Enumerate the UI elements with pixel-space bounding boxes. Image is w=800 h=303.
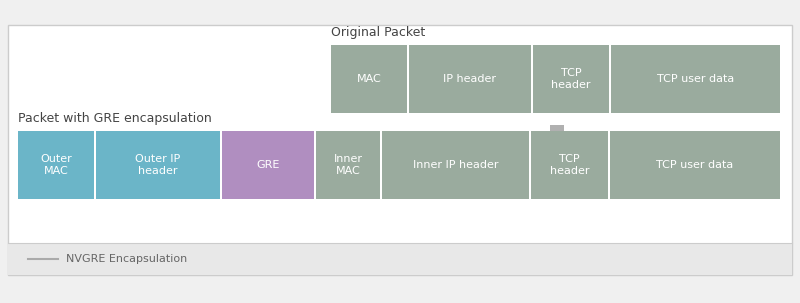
Bar [18, 131, 94, 199]
Bar [531, 131, 608, 199]
Text: TCP
header: TCP header [551, 68, 591, 90]
Bar [382, 131, 530, 199]
Text: IP header: IP header [443, 74, 497, 84]
FancyBboxPatch shape [8, 25, 792, 275]
Text: TCP user data: TCP user data [657, 74, 734, 84]
Bar [409, 45, 531, 113]
Text: Packet with GRE encapsulation: Packet with GRE encapsulation [18, 112, 212, 125]
Text: TCP
header: TCP header [550, 154, 589, 176]
Bar [8, 243, 792, 275]
Text: Outer IP
header: Outer IP header [135, 154, 181, 176]
Text: Inner
MAC: Inner MAC [334, 154, 362, 176]
Bar [331, 45, 406, 113]
Polygon shape [538, 158, 574, 180]
Bar [222, 131, 314, 199]
Bar [96, 131, 220, 199]
Text: MAC: MAC [357, 74, 382, 84]
Bar [610, 131, 780, 199]
Text: TCP user data: TCP user data [656, 160, 734, 170]
Bar [316, 131, 380, 199]
Text: GRE: GRE [256, 160, 279, 170]
Bar [550, 125, 563, 158]
Text: Inner IP header: Inner IP header [413, 160, 498, 170]
Bar [533, 45, 609, 113]
Text: NVGRE Encapsulation: NVGRE Encapsulation [66, 254, 187, 264]
Text: Outer
MAC: Outer MAC [40, 154, 72, 176]
Text: Original Packet: Original Packet [331, 26, 426, 39]
Bar [611, 45, 780, 113]
